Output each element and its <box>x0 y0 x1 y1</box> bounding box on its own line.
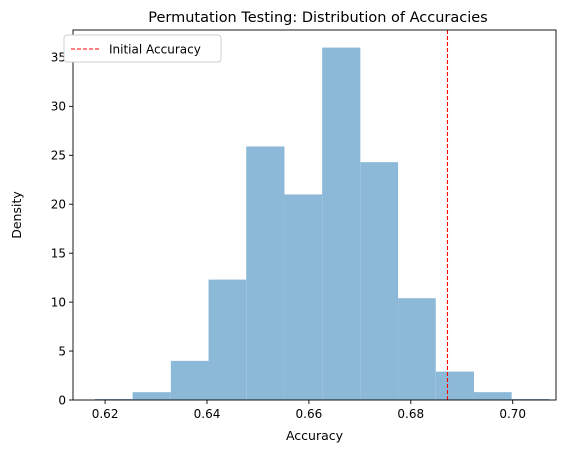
x-axis-label: Accuracy <box>286 428 344 443</box>
legend-entry-label: Initial Accuracy <box>109 43 201 57</box>
histogram-bar <box>246 146 284 400</box>
y-tick-label: 15 <box>51 246 66 260</box>
x-tick-label: 0.68 <box>397 407 424 421</box>
histogram-bar <box>474 392 512 400</box>
histogram-bar <box>133 392 171 400</box>
histogram-bar <box>360 162 398 400</box>
histogram-bar <box>322 48 360 400</box>
histogram-bar <box>284 194 322 400</box>
legend: Initial Accuracy <box>64 35 221 62</box>
y-tick-label: 25 <box>51 149 66 163</box>
y-tick-label: 20 <box>51 198 66 212</box>
chart-title: Permutation Testing: Distribution of Acc… <box>148 10 488 26</box>
x-tick-label: 0.70 <box>499 407 526 421</box>
histogram-bar <box>398 298 436 400</box>
histogram-bar <box>171 361 209 400</box>
x-tick-label: 0.66 <box>296 407 323 421</box>
x-tick-label: 0.62 <box>92 407 119 421</box>
y-tick-label: 10 <box>51 295 66 309</box>
y-tick-label: 5 <box>58 344 66 358</box>
histogram-bar <box>436 372 474 400</box>
x-tick-label: 0.64 <box>194 407 221 421</box>
histogram-bars <box>95 48 549 400</box>
y-axis-label: Density <box>9 191 24 239</box>
y-tick-label: 0 <box>58 393 66 407</box>
x-axis: 0.62 0.64 0.66 0.68 0.70 <box>92 400 526 421</box>
y-tick-label: 30 <box>51 100 66 114</box>
histogram-bar <box>209 280 247 400</box>
